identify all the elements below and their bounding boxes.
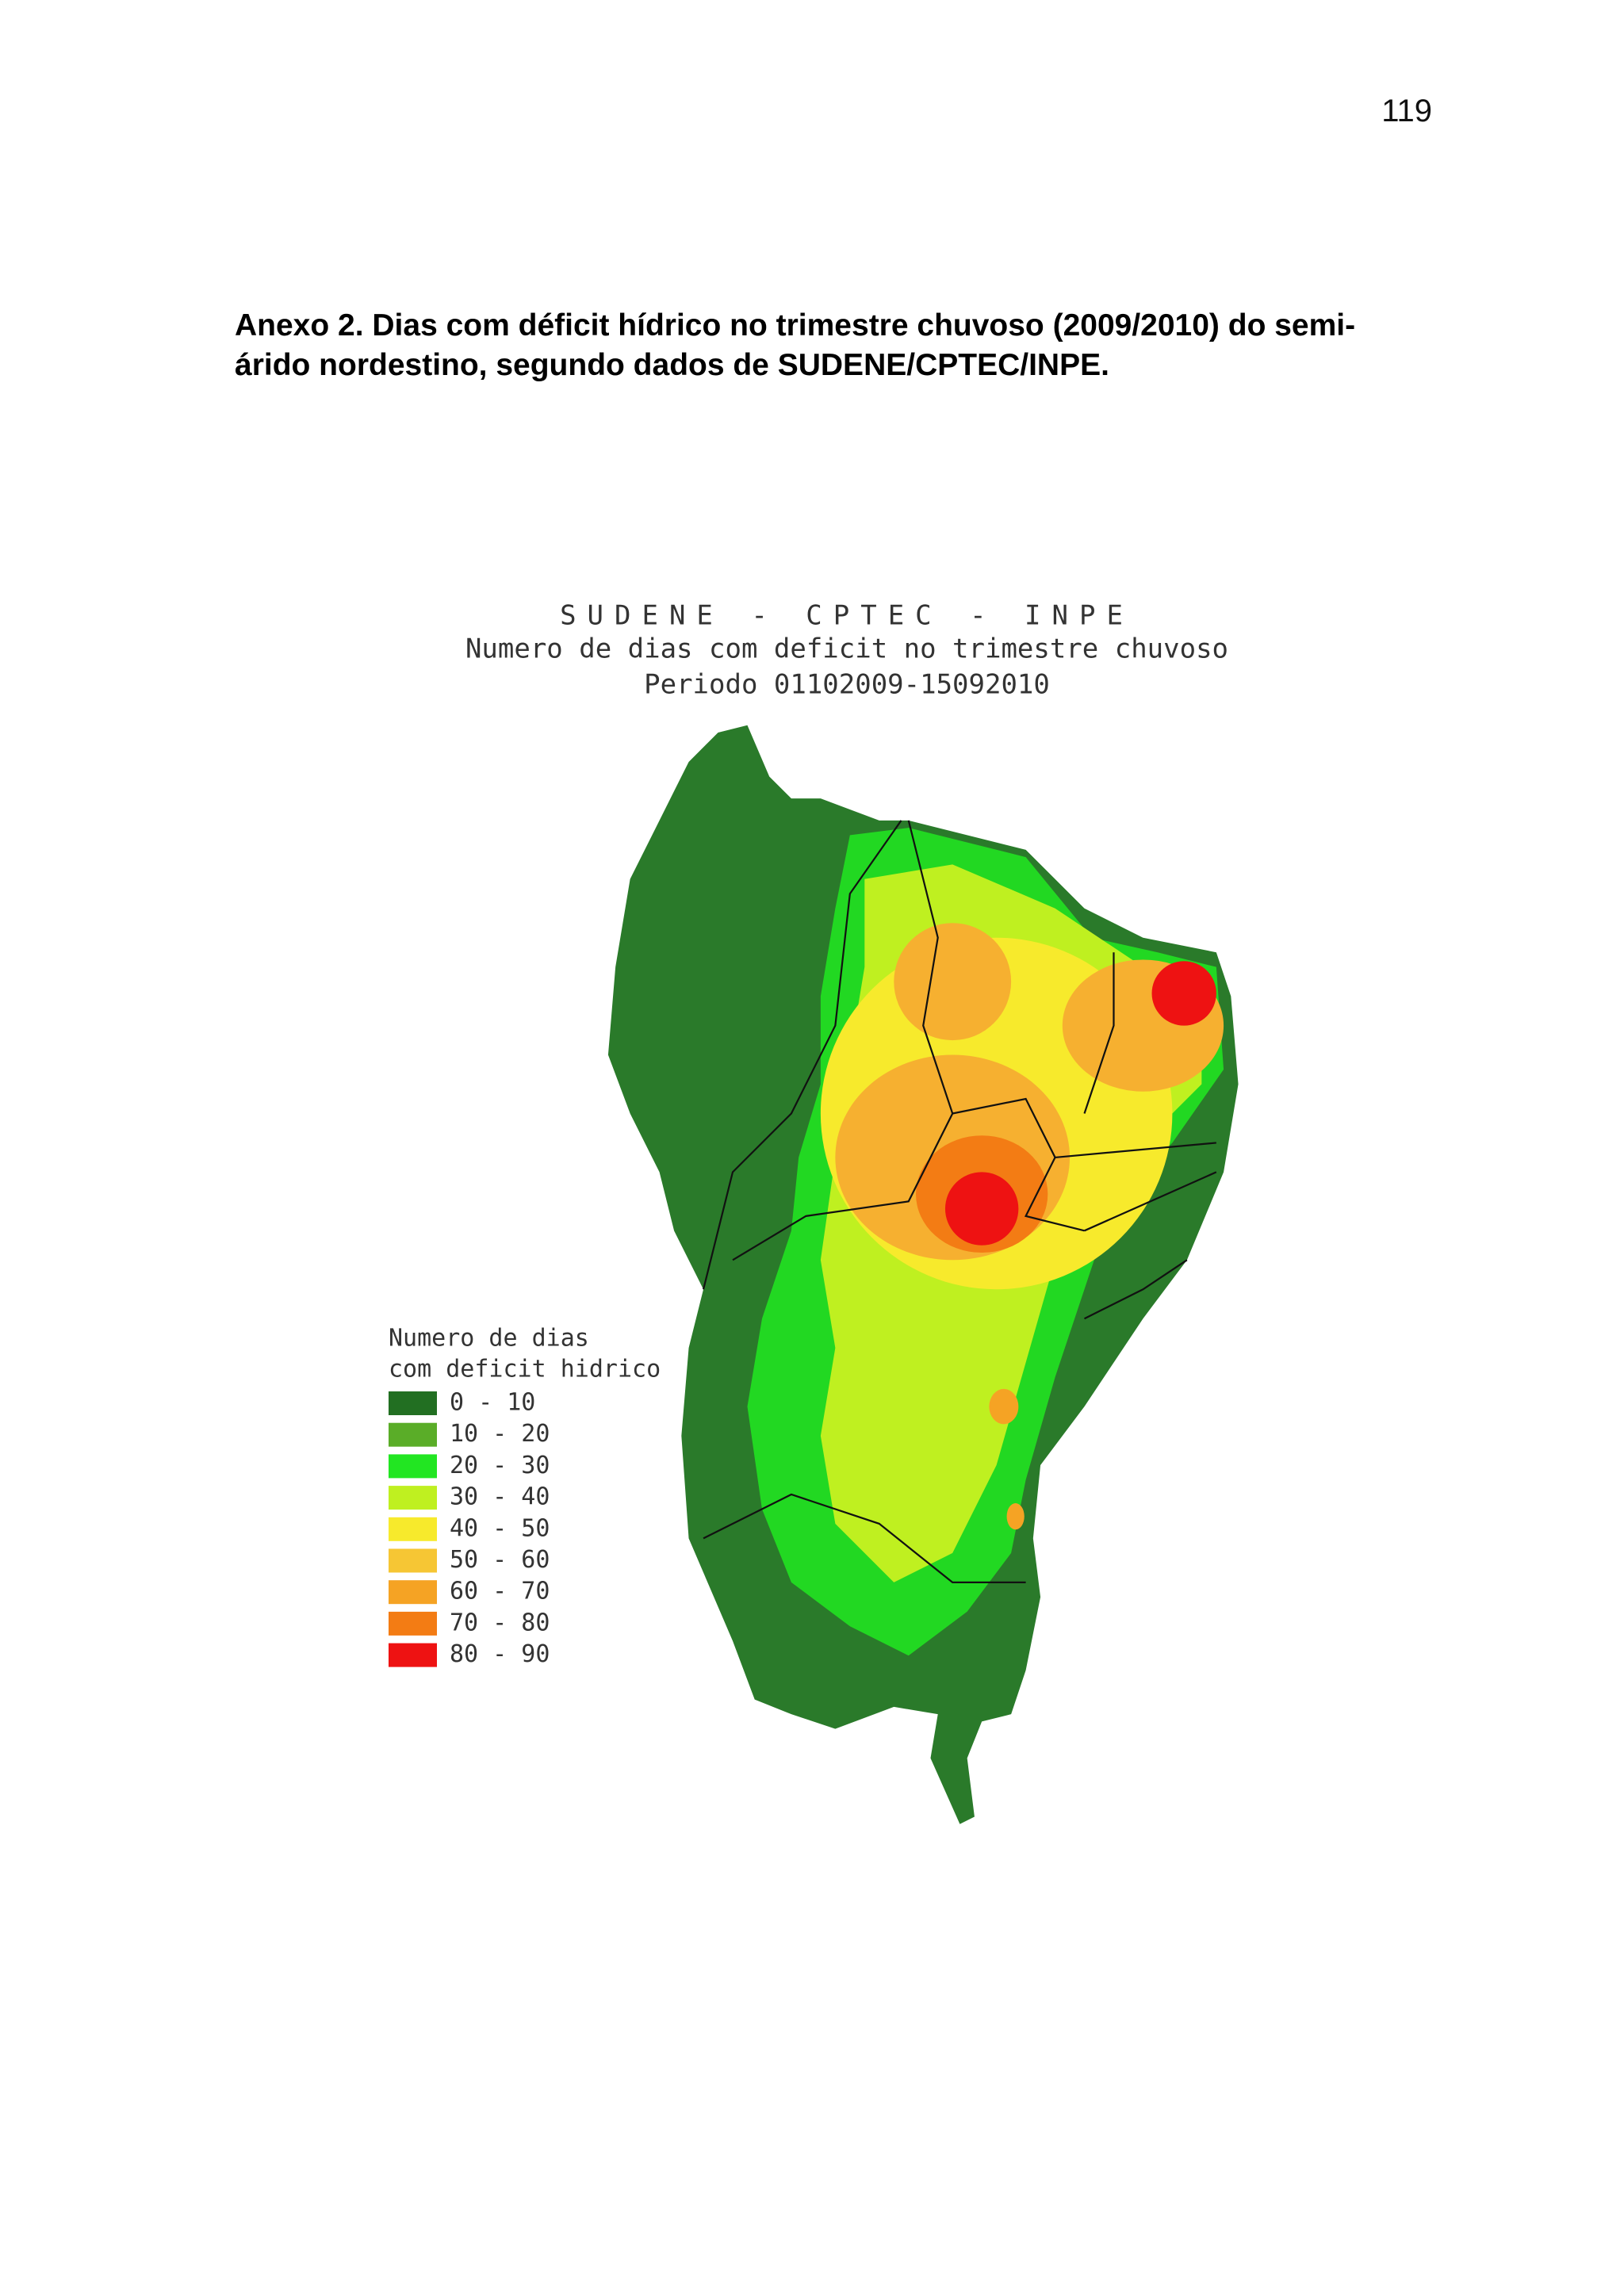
legend-swatch bbox=[389, 1517, 437, 1541]
legend-title: com deficit hidrico bbox=[389, 1356, 661, 1383]
legend-label: 30 - 40 bbox=[450, 1483, 550, 1511]
border bbox=[1083, 952, 1115, 1114]
map-period: Periodo 01102009-15092010 bbox=[644, 669, 1050, 701]
legend-label: 40 - 50 bbox=[450, 1514, 550, 1542]
legend-swatch bbox=[389, 1422, 437, 1447]
legend-label: 70 - 80 bbox=[450, 1609, 550, 1636]
region-orange bbox=[894, 923, 1012, 1041]
region-red bbox=[944, 1172, 1019, 1246]
legend-swatch bbox=[389, 1486, 437, 1510]
region-orange bbox=[989, 1388, 1019, 1425]
region-red bbox=[1151, 961, 1216, 1026]
legend-label: 20 - 30 bbox=[450, 1452, 550, 1479]
caption-line: Anexo 2. Dias com déficit hídrico no tri… bbox=[235, 308, 1356, 342]
caption: Anexo 2. Dias com déficit hídrico no tri… bbox=[235, 306, 1440, 385]
legend-label: 50 - 60 bbox=[450, 1546, 550, 1574]
legend-swatch bbox=[389, 1643, 437, 1667]
region-orange bbox=[1006, 1503, 1025, 1530]
legend-label: 60 - 70 bbox=[450, 1578, 550, 1605]
caption-line: árido nordestino, segundo dados de SUDEN… bbox=[235, 348, 1109, 382]
legend-label: 80 - 90 bbox=[450, 1640, 550, 1668]
page-number: 119 bbox=[1381, 94, 1432, 128]
border bbox=[1084, 1171, 1217, 1232]
map bbox=[607, 725, 1239, 1824]
legend-label: 10 - 20 bbox=[450, 1420, 550, 1448]
map-subtitle: Numero de dias com deficit no trimestre … bbox=[465, 633, 1228, 665]
legend-swatch bbox=[389, 1580, 437, 1605]
border bbox=[1084, 1259, 1188, 1320]
map-title: SUDENE - CPTEC - INPE bbox=[560, 600, 1134, 632]
border bbox=[703, 1493, 1026, 1583]
state-borders bbox=[702, 820, 1217, 1583]
border bbox=[702, 820, 902, 1290]
legend-label: 0 - 10 bbox=[450, 1389, 535, 1417]
legend-swatch bbox=[389, 1548, 437, 1573]
legend-swatch bbox=[389, 1611, 437, 1636]
legend-title: Numero de dias bbox=[389, 1325, 589, 1353]
border bbox=[1055, 1142, 1216, 1159]
legend-swatch bbox=[389, 1391, 437, 1415]
legend-swatch bbox=[389, 1454, 437, 1479]
